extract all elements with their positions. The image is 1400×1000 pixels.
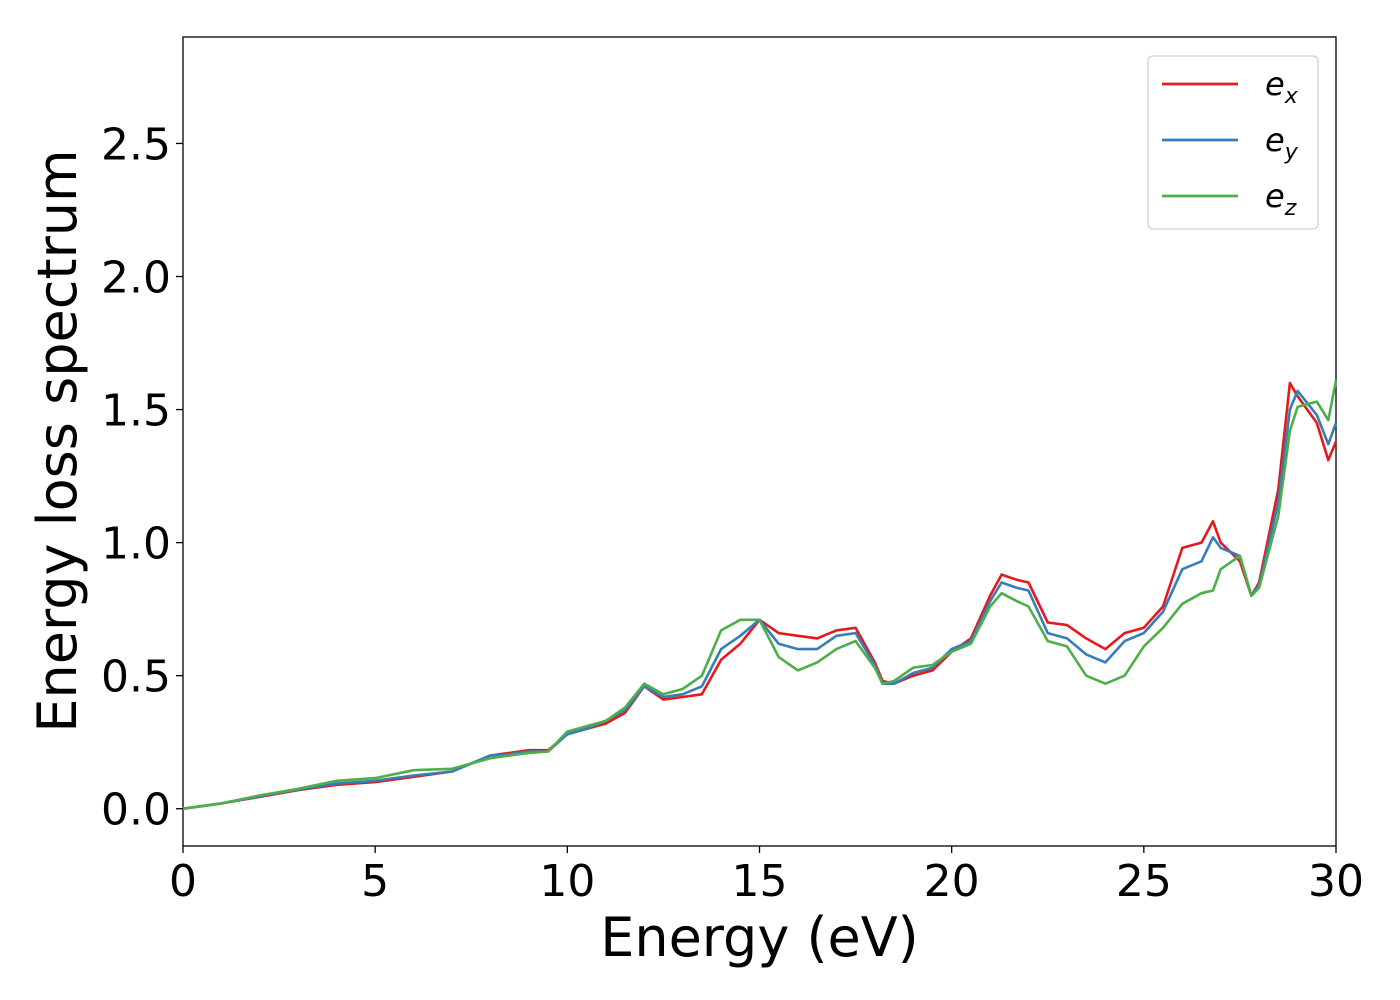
- x-tick-label: 30: [1308, 856, 1364, 907]
- x-ticks: 0 5 10 15 20 25 30: [169, 846, 1364, 907]
- y-ticks: 0.0 0.5 1.0 1.5 2.0 2.5: [101, 119, 183, 836]
- series-line-ez: [182, 380, 1338, 810]
- y-tick-label: 0.0: [101, 785, 171, 836]
- x-tick-label: 5: [361, 856, 389, 907]
- y-tick-label: 1.0: [101, 519, 171, 570]
- x-tick-label: 25: [1116, 856, 1172, 907]
- x-tick-label: 15: [732, 856, 788, 907]
- y-axis-label: Energy loss spectrum: [26, 149, 89, 732]
- x-axis-label: Energy (eV): [600, 906, 919, 969]
- legend-label-ey: ey: [1265, 121, 1299, 165]
- plot-area: [182, 36, 1337, 847]
- legend-box: [1147, 55, 1319, 230]
- legend-label-ez: ez: [1265, 177, 1297, 221]
- y-tick-label: 2.5: [101, 119, 171, 170]
- x-tick-label: 10: [539, 856, 595, 907]
- series-layer: [182, 380, 1338, 810]
- y-tick-label: 1.5: [101, 386, 171, 437]
- legend-label-ex: ex: [1265, 65, 1299, 109]
- x-tick-label: 20: [924, 856, 980, 907]
- x-tick-label: 0: [169, 856, 197, 907]
- legend: ex ey ez: [1147, 55, 1319, 230]
- y-tick-label: 2.0: [101, 253, 171, 304]
- y-tick-label: 0.5: [101, 652, 171, 703]
